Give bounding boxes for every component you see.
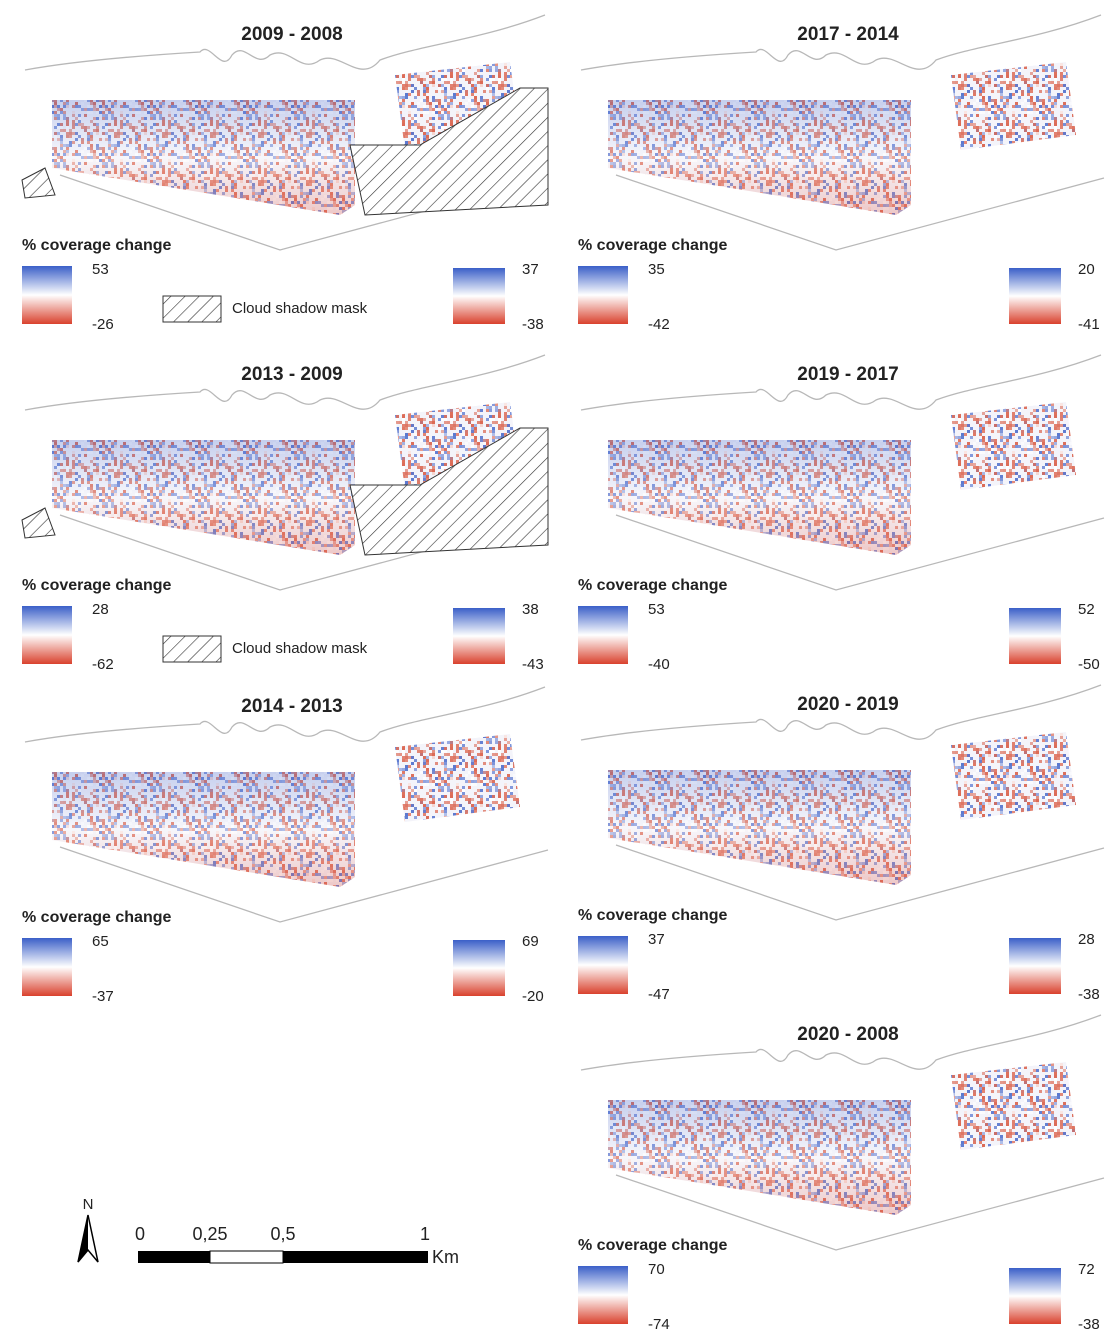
color-bar bbox=[1009, 1268, 1061, 1324]
map-panel: 2013 - 2009 Cloud shadow mask % coverage c… bbox=[22, 355, 548, 673]
legend-max: 28 bbox=[92, 601, 109, 618]
panel-title: 2014 - 2013 bbox=[241, 696, 342, 717]
map-panel: 2019 - 2017 % coverage change 53 -40 52 -50 bbox=[578, 355, 1104, 673]
color-bar bbox=[578, 606, 628, 664]
color-bar bbox=[578, 266, 628, 324]
panel-title: 2017 - 2014 bbox=[797, 24, 899, 45]
legend-min: -42 bbox=[648, 316, 670, 333]
legend-max: 38 bbox=[522, 601, 539, 618]
figure: 2009 - 2008 Cloud shadow mask % coverage c… bbox=[0, 0, 1114, 1336]
legend-max: 69 bbox=[522, 933, 539, 950]
scale-segment bbox=[210, 1251, 283, 1263]
panel-title: 2009 - 2008 bbox=[241, 24, 342, 45]
legend-max: 20 bbox=[1078, 261, 1095, 278]
color-bar bbox=[1009, 268, 1061, 324]
raster-inset bbox=[951, 732, 1076, 820]
color-bar bbox=[453, 608, 505, 664]
legend-min: -50 bbox=[1078, 656, 1100, 673]
mask-swatch bbox=[163, 296, 221, 322]
legend-min: -38 bbox=[522, 316, 544, 333]
legend-min: -20 bbox=[522, 988, 544, 1005]
color-bar bbox=[1009, 608, 1061, 664]
panel-title: 2020 - 2019 bbox=[797, 694, 898, 715]
mask-label: Cloud shadow mask bbox=[232, 300, 368, 317]
color-bar bbox=[22, 938, 72, 996]
legend-title: % coverage change bbox=[22, 577, 172, 594]
legend-title: % coverage change bbox=[578, 907, 728, 924]
raster-tone bbox=[608, 440, 911, 555]
legend-min: -26 bbox=[92, 316, 114, 333]
raster-inset bbox=[395, 734, 520, 822]
panel-title: 2013 - 2009 bbox=[241, 364, 342, 385]
color-bar bbox=[453, 268, 505, 324]
legend-min: -38 bbox=[1078, 1316, 1100, 1333]
scale-segment bbox=[283, 1251, 428, 1263]
cloud-mask bbox=[22, 508, 55, 538]
legend-max: 28 bbox=[1078, 931, 1095, 948]
legend-min: -43 bbox=[522, 656, 544, 673]
color-bar bbox=[22, 266, 72, 324]
legend-max: 70 bbox=[648, 1261, 665, 1278]
scale-segment bbox=[138, 1251, 210, 1263]
raster-tone bbox=[608, 100, 911, 215]
scale-label: 0,5 bbox=[270, 1224, 295, 1244]
legend-max: 37 bbox=[648, 931, 665, 948]
panel-title: 2020 - 2008 bbox=[797, 1024, 898, 1045]
raster-inset bbox=[951, 402, 1076, 490]
legend-title: % coverage change bbox=[578, 237, 728, 254]
map-panel: 2020 - 2008 % coverage change 70 -74 72 -38 bbox=[578, 1015, 1104, 1333]
mask-swatch bbox=[163, 636, 221, 662]
legend-max: 53 bbox=[648, 601, 665, 618]
legend-max: 37 bbox=[522, 261, 539, 278]
raster-tone bbox=[608, 770, 911, 885]
legend-max: 52 bbox=[1078, 601, 1095, 618]
legend-max: 35 bbox=[648, 261, 665, 278]
panel-title: 2019 - 2017 bbox=[797, 364, 898, 385]
legend-min: -41 bbox=[1078, 316, 1100, 333]
color-bar bbox=[453, 940, 505, 996]
legend-title: % coverage change bbox=[22, 909, 172, 926]
legend-max: 72 bbox=[1078, 1261, 1095, 1278]
legend-title: % coverage change bbox=[22, 237, 172, 254]
scale-bar: N 0 0,25 0,5 1 Km bbox=[78, 1196, 459, 1267]
map-panel: 2014 - 2013 % coverage change 65 -37 69 -20 bbox=[22, 687, 548, 1005]
raster-tone bbox=[52, 772, 355, 887]
legend-min: -40 bbox=[648, 656, 670, 673]
scale-unit: Km bbox=[432, 1247, 459, 1267]
raster-inset bbox=[951, 1062, 1076, 1150]
legend-title: % coverage change bbox=[578, 577, 728, 594]
raster-tone bbox=[52, 440, 355, 555]
legend-min: -74 bbox=[648, 1316, 670, 1333]
map-panel: 2020 - 2019 % coverage change 37 -47 28 -38 bbox=[578, 685, 1104, 1003]
legend-min: -62 bbox=[92, 656, 114, 673]
color-bar bbox=[22, 606, 72, 664]
cloud-mask bbox=[22, 168, 55, 198]
legend-min: -38 bbox=[1078, 986, 1100, 1003]
raster-inset bbox=[951, 62, 1076, 150]
map-panel: 2009 - 2008 Cloud shadow mask % coverage c… bbox=[22, 15, 548, 333]
legend-max: 53 bbox=[92, 261, 109, 278]
legend-min: -47 bbox=[648, 986, 670, 1003]
legend-title: % coverage change bbox=[578, 1237, 728, 1254]
scale-label: 0 bbox=[135, 1224, 145, 1244]
map-panel: 2017 - 2014 % coverage change 35 -42 20 -41 bbox=[578, 15, 1104, 333]
color-bar bbox=[1009, 938, 1061, 994]
scale-label: 1 bbox=[420, 1224, 430, 1244]
raster-tone bbox=[52, 100, 355, 215]
panels: 2009 - 2008 Cloud shadow mask % coverage c… bbox=[22, 15, 1104, 1333]
raster-tone bbox=[608, 1100, 911, 1215]
color-bar bbox=[578, 1266, 628, 1324]
legend-min: -37 bbox=[92, 988, 114, 1005]
scale-label: 0,25 bbox=[192, 1224, 227, 1244]
mask-label: Cloud shadow mask bbox=[232, 640, 368, 657]
color-bar bbox=[578, 936, 628, 994]
north-label: N bbox=[83, 1196, 94, 1213]
legend-max: 65 bbox=[92, 933, 109, 950]
